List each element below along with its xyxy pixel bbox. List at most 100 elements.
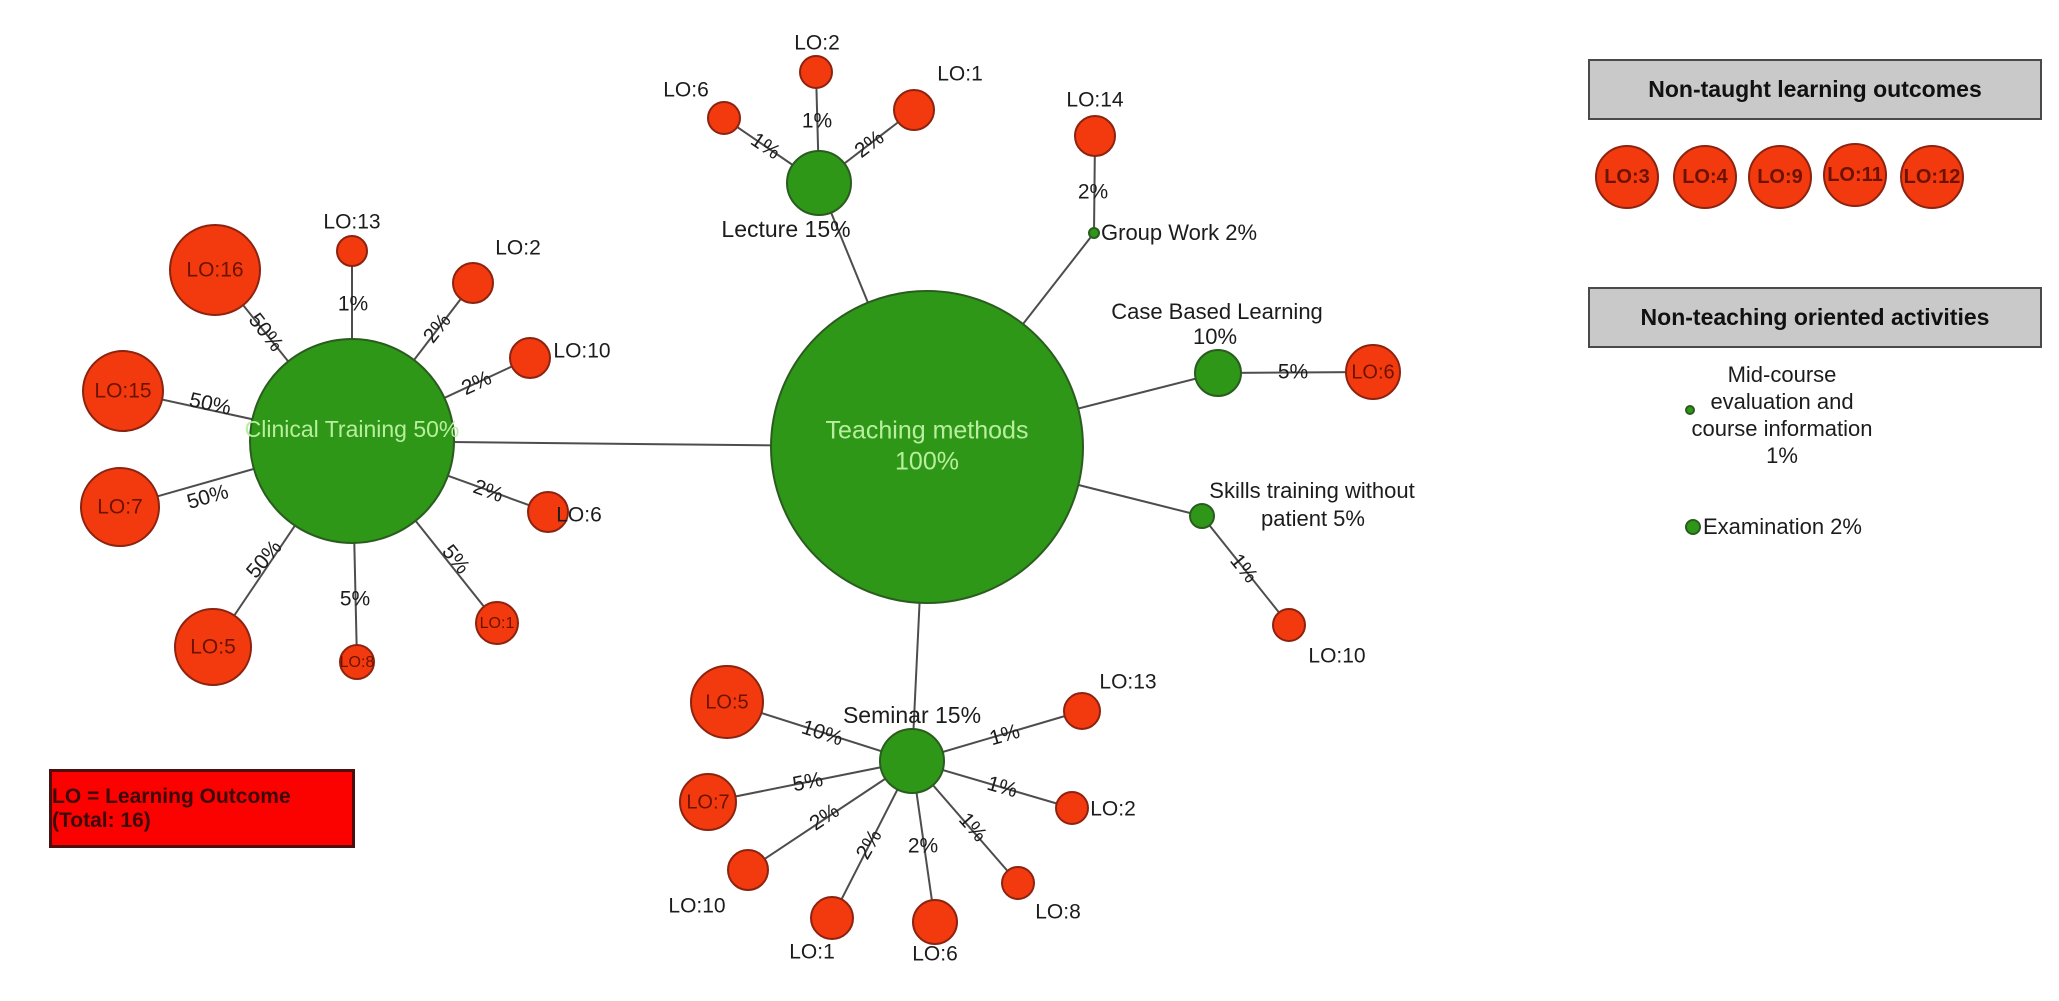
node-seminar-lo7 <box>679 773 737 831</box>
mid-course-line-2: evaluation and <box>1710 389 1854 414</box>
diagram-label: Teaching methods <box>826 417 1029 445</box>
diagram-label: LO:1 <box>480 615 515 632</box>
diagram-label: 1% <box>1225 549 1262 587</box>
non-taught-lo11: LO:11 <box>1823 143 1887 207</box>
node-seminar-lo13 <box>1063 692 1101 730</box>
non-taught-outcomes-header: Non-taught learning outcomes <box>1588 59 2042 120</box>
diagram-label: 1% <box>338 293 368 316</box>
diagram-label: 10% <box>799 716 846 751</box>
diagram-label: LO:6 <box>556 504 602 527</box>
node-seminar-lo10 <box>727 849 769 891</box>
edge <box>707 760 913 803</box>
diagram-label: 100% <box>895 448 959 476</box>
node-clinical-lo8 <box>339 644 375 680</box>
diagram-label: LO:16 <box>186 259 243 282</box>
diagram-label: LO:10 <box>553 340 610 363</box>
diagram-label: 50% <box>184 480 231 514</box>
diagram-label: LO:5 <box>705 691 748 713</box>
diagram-label: Seminar 15% <box>843 702 981 728</box>
diagram-label: LO:7 <box>686 791 729 813</box>
non-taught-lo4: LO:4 <box>1673 145 1737 209</box>
mid-course-evaluation-label: Mid-course evaluation and course informa… <box>1632 361 1932 469</box>
non-teaching-activities-header: Non-teaching oriented activities <box>1588 287 2042 348</box>
diagram-label: 1% <box>985 772 1021 802</box>
diagram-label: LO:6 <box>663 79 709 102</box>
node-clinical-training <box>249 338 455 544</box>
node-seminar-lo6 <box>912 899 958 945</box>
node-seminar-lo8 <box>1001 866 1035 900</box>
node-lecture <box>786 150 852 216</box>
diagram-label: 2% <box>852 826 887 864</box>
node-seminar <box>879 728 945 794</box>
node-seminar-lo5 <box>690 665 764 739</box>
diagram-label: LO:14 <box>1066 89 1124 112</box>
diagram-label: 1% <box>987 720 1023 750</box>
node-clinical-lo16 <box>169 224 261 316</box>
diagram-label: 5% <box>437 540 474 578</box>
diagram-label: Lecture 15% <box>721 216 850 242</box>
diagram-label: 2% <box>419 309 456 347</box>
diagram-label: Clinical Training 50% <box>245 416 460 442</box>
node-clinical-lo6 <box>527 491 569 533</box>
node-clinical-lo1 <box>475 601 519 645</box>
node-mid-course-dot <box>1685 405 1695 415</box>
diagram-label: LO:13 <box>323 211 380 234</box>
node-clinical-lo10 <box>509 337 551 379</box>
diagram-label: LO:6 <box>912 943 958 966</box>
diagram-label: LO:1 <box>789 941 835 964</box>
node-clinical-lo13 <box>336 235 368 267</box>
diagram-label: LO:10 <box>1308 645 1365 668</box>
diagram-label: 2% <box>805 799 843 835</box>
diagram-label: 2% <box>458 366 495 400</box>
node-lecture-lo1 <box>893 89 935 131</box>
mid-course-line-1: Mid-course <box>1727 362 1837 387</box>
diagram-label: 1% <box>954 808 991 846</box>
node-clinical-lo2 <box>452 262 494 304</box>
diagram-label: 50% <box>242 536 287 583</box>
mid-course-line-4: 1% <box>1766 443 1798 468</box>
node-seminar-lo1 <box>810 896 854 940</box>
diagram-label: 5% <box>1278 361 1308 384</box>
node-skills-training <box>1189 503 1215 529</box>
diagram-label: LO:6 <box>1351 361 1394 383</box>
node-skills-lo10 <box>1272 608 1306 642</box>
examination-label: Examination 2% <box>1703 514 1862 539</box>
diagram-label: 50% <box>187 388 233 419</box>
non-taught-lo12: LO:12 <box>1900 145 1964 209</box>
diagram-label: 2% <box>1078 181 1108 204</box>
diagram-label: 5% <box>340 588 370 611</box>
node-cbl-lo6 <box>1345 344 1401 400</box>
diagram-label: patient 5% <box>1261 506 1365 531</box>
node-seminar-lo2 <box>1055 791 1089 825</box>
node-examination-dot <box>1685 519 1701 535</box>
diagram-label: LO:7 <box>97 496 143 519</box>
node-lecture-lo2 <box>799 55 833 89</box>
node-case-based-learning <box>1194 349 1242 397</box>
diagram-label: LO:10 <box>668 895 725 918</box>
node-lecture-lo6 <box>707 101 741 135</box>
diagram-label: LO:8 <box>340 654 375 671</box>
diagram-label: LO:2 <box>495 237 541 260</box>
diagram-label: 2% <box>850 126 888 163</box>
non-taught-lo3: LO:3 <box>1595 145 1659 209</box>
diagram-label: 50% <box>244 309 288 356</box>
edge <box>1201 515 1290 626</box>
diagram-label: 1% <box>747 128 785 164</box>
legend-box: LO = Learning Outcome (Total: 16) <box>49 769 355 848</box>
node-clinical-lo7 <box>80 467 160 547</box>
diagram-label: Group Work 2% <box>1101 220 1257 245</box>
diagram-label: 2% <box>908 835 938 858</box>
node-clinical-lo15 <box>82 350 164 432</box>
node-teaching-methods <box>770 290 1084 604</box>
mid-course-line-3: course information <box>1691 416 1873 441</box>
node-clinical-lo5 <box>174 608 252 686</box>
diagram-label: 2% <box>470 475 506 507</box>
diagram-label: LO:13 <box>1099 671 1156 694</box>
diagram-label: 1% <box>802 110 832 133</box>
non-taught-lo9: LO:9 <box>1748 145 1812 209</box>
diagram-label: LO:1 <box>937 63 983 86</box>
diagram-label: 5% <box>791 768 825 796</box>
diagram-label: LO:5 <box>190 636 236 659</box>
